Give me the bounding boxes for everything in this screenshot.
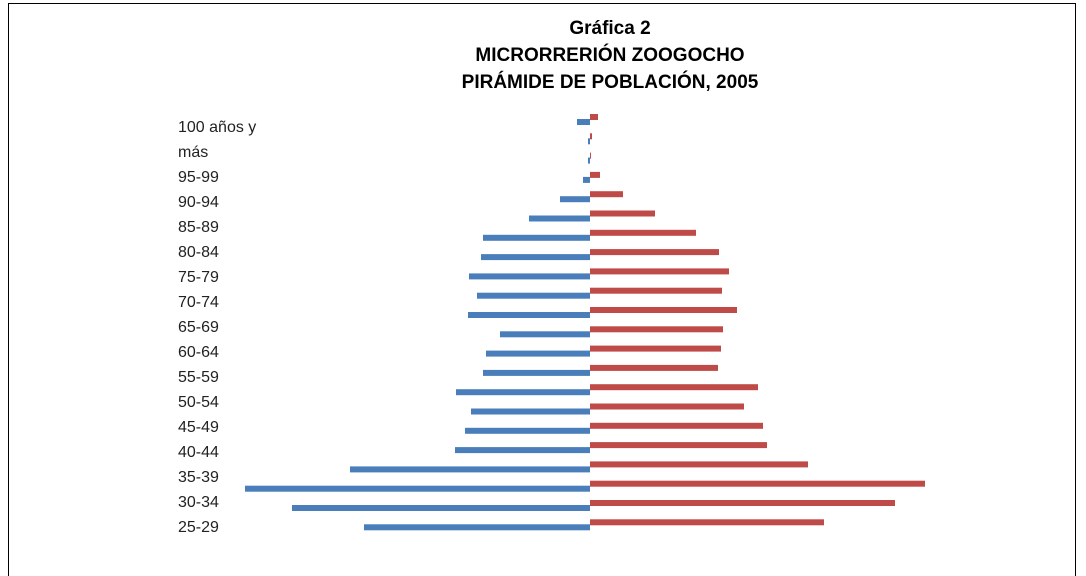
bar — [583, 176, 590, 183]
bar — [590, 268, 729, 275]
bar — [486, 350, 590, 357]
bar — [590, 307, 737, 313]
bar — [577, 119, 590, 125]
bar — [590, 191, 623, 198]
bar — [471, 408, 590, 415]
category-label: 60-64 — [178, 344, 219, 361]
bar — [455, 447, 590, 454]
bar — [469, 273, 590, 280]
bar — [590, 403, 744, 410]
bar — [590, 500, 895, 506]
bar — [364, 524, 590, 531]
bar — [590, 152, 591, 159]
category-label: 85-89 — [178, 219, 219, 236]
bar — [590, 210, 655, 217]
bar — [483, 234, 590, 241]
category-label: 35-39 — [178, 469, 219, 486]
bar — [590, 345, 721, 352]
bar — [590, 249, 719, 256]
category-label: 75-79 — [178, 269, 219, 286]
bar — [590, 133, 592, 140]
bar — [292, 505, 590, 511]
chart-title: PIRÁMIDE DE POBLACIÓN, 2005 — [461, 72, 759, 93]
category-label: 100 años y más — [178, 119, 257, 161]
chart-frame — [8, 3, 1076, 576]
category-label: 55-59 — [178, 369, 219, 386]
bar — [590, 422, 763, 429]
bar — [590, 326, 723, 333]
category-label: 95-99 — [178, 169, 219, 186]
bar — [590, 114, 598, 120]
category-label: 40-44 — [178, 444, 219, 461]
bar — [590, 519, 824, 526]
bar — [560, 196, 590, 203]
bar — [588, 138, 590, 145]
chart-title: Gráfica 2 — [569, 18, 651, 39]
bar — [590, 480, 925, 487]
bar — [590, 364, 718, 371]
bar — [456, 389, 590, 396]
bar — [483, 369, 590, 376]
category-label: 50-54 — [178, 394, 219, 411]
bar — [500, 331, 590, 338]
bar — [590, 442, 767, 449]
bar — [529, 215, 590, 222]
category-label: 80-84 — [178, 244, 219, 261]
category-label: 90-94 — [178, 194, 219, 211]
bar — [590, 384, 758, 391]
category-label: 45-49 — [178, 419, 219, 436]
category-label: 25-29 — [178, 519, 219, 536]
bar — [481, 254, 590, 261]
bar — [590, 287, 722, 294]
category-label: 65-69 — [178, 319, 219, 336]
bar — [590, 171, 600, 178]
bar — [468, 312, 590, 318]
bar — [588, 157, 590, 164]
bar — [465, 427, 590, 434]
category-label: 30-34 — [178, 494, 219, 511]
category-label: 70-74 — [178, 294, 219, 311]
bar — [350, 466, 590, 473]
bar — [590, 461, 808, 468]
bar — [477, 292, 590, 299]
bar — [590, 229, 696, 236]
bar — [245, 485, 590, 492]
chart-title: MICRORRERIÓN ZOOGOCHO — [475, 45, 745, 66]
